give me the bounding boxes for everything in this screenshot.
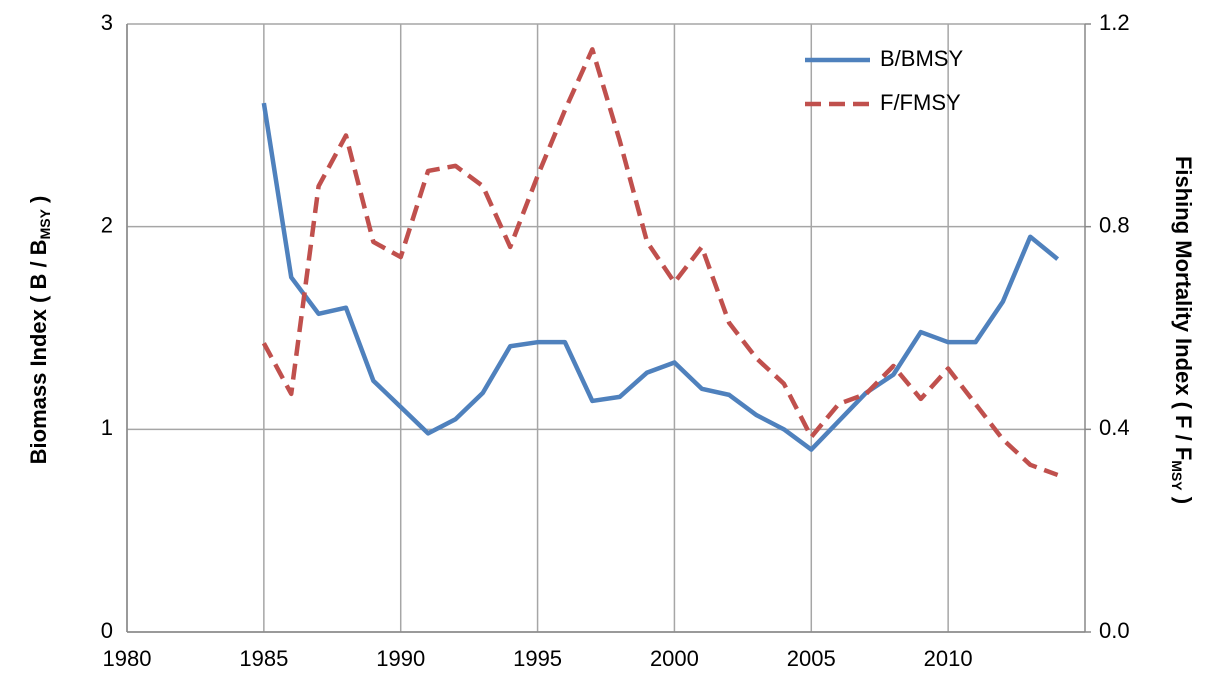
y2-tick-label: 0.8 — [1099, 212, 1130, 237]
legend-label: F/FMSY — [880, 90, 961, 115]
legend-label: B/BMSY — [880, 46, 963, 71]
x-tick-label: 1995 — [513, 646, 562, 671]
y-tick-label: 2 — [101, 212, 113, 237]
axis-title-part: ) — [26, 196, 51, 209]
axis-title-part: Biomass Index ( B / B — [26, 239, 51, 464]
y2-tick-label: 1.2 — [1099, 10, 1130, 35]
axis-title-part: Fishing Mortality Index ( F / F — [1171, 156, 1196, 460]
plot — [261, 47, 1060, 478]
x-tick-label: 1990 — [376, 646, 425, 671]
x-tick-label: 2000 — [650, 646, 699, 671]
axis-title: Biomass Index ( B / BMSY ) — [26, 196, 53, 465]
y-tick-label: 1 — [101, 415, 113, 440]
axis-title-part: ) — [1171, 491, 1196, 504]
series-line — [261, 47, 1059, 478]
y-tick-label: 0 — [101, 618, 113, 643]
y2-tick-label: 0.4 — [1099, 415, 1130, 440]
x-tick-label: 1985 — [239, 646, 288, 671]
y-tick-label: 3 — [101, 10, 113, 35]
axis-title-part: MSY — [1169, 460, 1185, 491]
x-tick-label: 2005 — [787, 646, 836, 671]
series-line — [261, 102, 1060, 452]
axis-title-part: MSY — [37, 208, 53, 239]
y2-tick-label: 0.0 — [1099, 618, 1130, 643]
x-tick-label: 2010 — [924, 646, 973, 671]
grid — [126, 23, 1091, 633]
x-tick-label: 1980 — [103, 646, 152, 671]
axis-title: Fishing Mortality Index ( F / FMSY ) — [1169, 156, 1196, 504]
